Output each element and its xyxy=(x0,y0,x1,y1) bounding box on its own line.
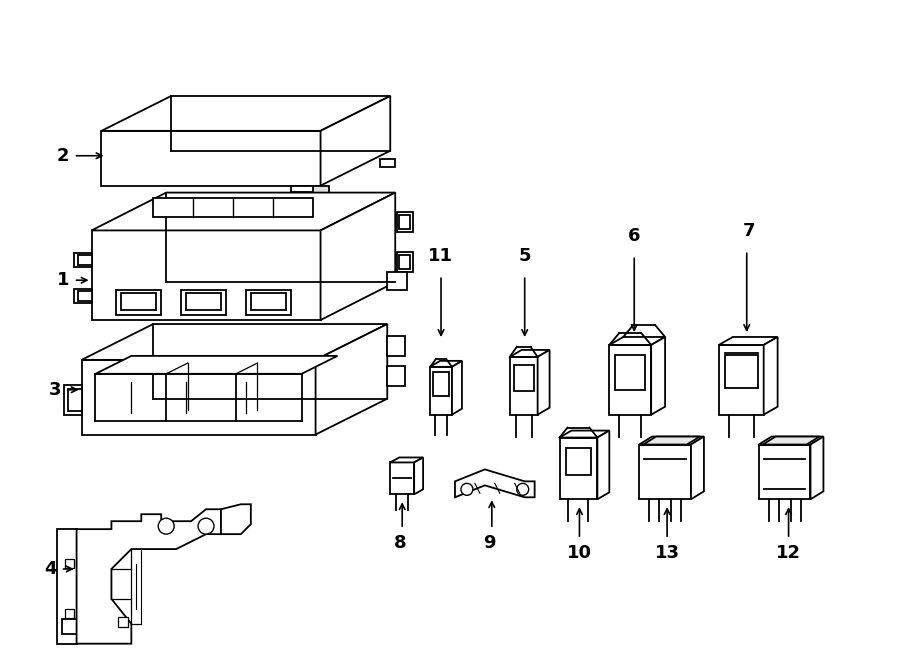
Polygon shape xyxy=(320,192,395,320)
Text: 5: 5 xyxy=(518,247,531,265)
Polygon shape xyxy=(77,291,92,301)
Polygon shape xyxy=(391,463,414,494)
Polygon shape xyxy=(691,436,704,499)
Polygon shape xyxy=(82,324,387,360)
Text: 2: 2 xyxy=(57,147,69,165)
Polygon shape xyxy=(430,361,462,367)
Polygon shape xyxy=(74,289,92,303)
Polygon shape xyxy=(759,436,824,444)
Polygon shape xyxy=(391,457,423,463)
Polygon shape xyxy=(381,159,395,167)
Text: 13: 13 xyxy=(654,544,680,562)
Polygon shape xyxy=(414,457,423,494)
Text: 9: 9 xyxy=(483,534,496,552)
Polygon shape xyxy=(122,293,157,310)
Polygon shape xyxy=(560,430,609,438)
Text: 1: 1 xyxy=(57,271,69,290)
Polygon shape xyxy=(609,337,665,345)
Bar xyxy=(616,355,645,390)
Polygon shape xyxy=(639,436,704,444)
Polygon shape xyxy=(759,444,811,499)
Polygon shape xyxy=(762,436,819,444)
Polygon shape xyxy=(719,337,778,345)
Bar xyxy=(65,609,74,618)
Bar xyxy=(119,617,129,627)
Polygon shape xyxy=(652,337,665,414)
Polygon shape xyxy=(251,293,285,310)
Circle shape xyxy=(517,483,528,495)
Circle shape xyxy=(158,518,175,534)
Polygon shape xyxy=(312,186,328,194)
Bar xyxy=(65,559,74,568)
Polygon shape xyxy=(291,186,320,198)
Polygon shape xyxy=(644,436,700,444)
Polygon shape xyxy=(400,215,410,229)
Polygon shape xyxy=(316,324,387,434)
Polygon shape xyxy=(186,293,221,310)
Polygon shape xyxy=(95,356,338,374)
Polygon shape xyxy=(82,360,316,434)
Polygon shape xyxy=(397,253,413,272)
Bar xyxy=(724,355,758,389)
Polygon shape xyxy=(452,361,462,414)
Bar xyxy=(565,447,591,475)
Polygon shape xyxy=(102,131,320,186)
Text: 8: 8 xyxy=(394,534,407,552)
Polygon shape xyxy=(102,96,391,131)
Text: 12: 12 xyxy=(776,544,801,562)
Polygon shape xyxy=(598,430,609,499)
Text: 7: 7 xyxy=(742,222,755,241)
Polygon shape xyxy=(116,290,161,315)
Polygon shape xyxy=(221,504,251,534)
Polygon shape xyxy=(181,290,226,315)
Polygon shape xyxy=(400,255,410,269)
Polygon shape xyxy=(74,253,92,267)
Polygon shape xyxy=(57,529,92,644)
Polygon shape xyxy=(76,509,221,644)
Polygon shape xyxy=(387,336,405,356)
Text: 4: 4 xyxy=(44,560,57,578)
Circle shape xyxy=(461,483,472,495)
Polygon shape xyxy=(537,350,550,414)
Polygon shape xyxy=(455,469,535,497)
Polygon shape xyxy=(246,290,291,315)
Text: 11: 11 xyxy=(428,247,453,265)
Polygon shape xyxy=(609,345,652,414)
Bar xyxy=(433,372,449,396)
Polygon shape xyxy=(320,96,391,186)
Polygon shape xyxy=(153,198,312,217)
Text: 10: 10 xyxy=(567,544,592,562)
Bar xyxy=(514,365,534,391)
Polygon shape xyxy=(639,444,691,499)
Polygon shape xyxy=(92,231,320,320)
Polygon shape xyxy=(560,438,598,499)
Polygon shape xyxy=(64,385,82,414)
Polygon shape xyxy=(509,350,550,357)
Polygon shape xyxy=(509,357,537,414)
Polygon shape xyxy=(764,337,778,414)
Polygon shape xyxy=(77,255,92,265)
Polygon shape xyxy=(430,367,452,414)
Polygon shape xyxy=(387,272,407,290)
Polygon shape xyxy=(92,192,395,231)
Polygon shape xyxy=(68,389,82,410)
Text: 3: 3 xyxy=(50,381,61,399)
Circle shape xyxy=(198,518,214,534)
Polygon shape xyxy=(387,366,405,386)
Polygon shape xyxy=(397,212,413,232)
Text: 6: 6 xyxy=(628,227,641,245)
Polygon shape xyxy=(811,436,824,499)
Polygon shape xyxy=(719,345,764,414)
